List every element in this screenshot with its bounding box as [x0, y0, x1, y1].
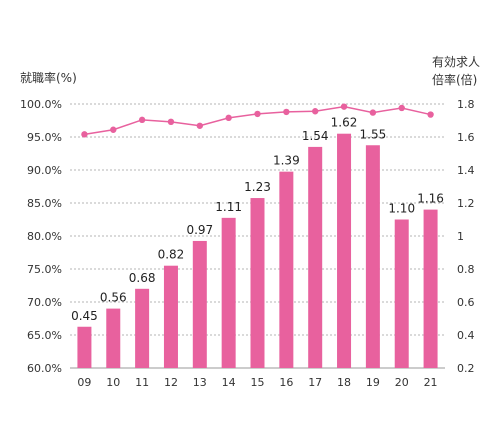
- bar: [423, 209, 438, 368]
- bar: [106, 308, 121, 368]
- line-point: [311, 108, 319, 115]
- bar-data-label: 1.62: [331, 116, 358, 130]
- x-tick-label: 13: [193, 376, 207, 389]
- x-tick-label: 12: [164, 376, 178, 389]
- left-tick-label: 100.0%: [20, 98, 62, 111]
- line-point: [254, 110, 261, 118]
- x-tick-label: 11: [135, 376, 149, 389]
- line-point: [81, 131, 88, 138]
- x-tick-label: 14: [222, 376, 236, 389]
- line-point: [138, 116, 146, 124]
- right-tick-label: 1: [457, 230, 464, 243]
- bar-data-label: 0.68: [129, 271, 156, 285]
- line-point: [167, 118, 175, 126]
- bar-data-label: 1.55: [360, 127, 387, 141]
- right-axis-title-line1: 有効求人: [432, 54, 480, 69]
- right-tick-label: 1.8: [457, 98, 475, 111]
- right-tick-label: 0.6: [457, 296, 475, 309]
- line-point: [369, 109, 377, 116]
- right-tick-label: 0.8: [457, 263, 475, 276]
- bar-data-label: 0.97: [186, 223, 213, 237]
- left-tick-label: 60.0%: [27, 362, 62, 375]
- bar: [163, 265, 178, 368]
- bar-data-label: 1.23: [244, 180, 271, 194]
- right-tick-label: 1.2: [457, 197, 475, 210]
- x-tick-label: 17: [308, 376, 322, 389]
- line-series: [81, 103, 434, 138]
- bar-series: [77, 133, 438, 368]
- line-point: [196, 122, 204, 129]
- right-tick-label: 1.4: [457, 164, 475, 177]
- bar: [135, 288, 150, 368]
- right-tick-label: 1.6: [457, 131, 475, 144]
- bar-data-label: 0.56: [100, 291, 127, 305]
- bar-data-label: 1.39: [273, 154, 300, 168]
- bar: [77, 326, 92, 368]
- bar: [279, 171, 294, 368]
- bar-data-label: 1.11: [215, 200, 242, 214]
- bar: [250, 198, 265, 368]
- bar-data-label: 0.45: [71, 309, 98, 323]
- right-axis-title-line2: 倍率(倍): [432, 72, 477, 87]
- left-tick-label: 75.0%: [27, 263, 62, 276]
- line-point: [283, 108, 290, 116]
- x-tick-label: 15: [251, 376, 265, 389]
- bar-data-label: 1.10: [388, 202, 415, 216]
- bar-data-label: 1.16: [417, 192, 444, 206]
- right-tick-label: 0.4: [457, 329, 475, 342]
- line-point: [427, 111, 434, 118]
- left-tick-label: 80.0%: [27, 230, 62, 243]
- line-point: [225, 114, 232, 122]
- axis-ticks: 100.0% 95.0% 90.0% 85.0% 80.0% 75.0% 70.0% 65.0…: [20, 98, 474, 389]
- x-tick-label: 09: [77, 376, 91, 389]
- left-tick-label: 95.0%: [27, 131, 62, 144]
- x-tick-label: 19: [366, 376, 380, 389]
- bar: [192, 240, 207, 368]
- left-tick-label: 90.0%: [27, 164, 62, 177]
- bar: [308, 146, 323, 368]
- left-tick-label: 65.0%: [27, 329, 62, 342]
- bar: [365, 145, 380, 368]
- bar: [221, 217, 236, 368]
- left-axis-title: 就職率(%): [20, 70, 77, 85]
- line-point: [398, 104, 405, 112]
- x-tick-label: 18: [337, 376, 351, 389]
- data-labels: 0.450.560.680.820.971.111.231.391.541.62…: [71, 116, 444, 323]
- x-tick-label: 16: [279, 376, 293, 389]
- x-tick-label: 21: [424, 376, 438, 389]
- left-tick-label: 85.0%: [27, 197, 62, 210]
- left-tick-label: 70.0%: [27, 296, 62, 309]
- right-tick-label: 0.2: [457, 362, 475, 375]
- line-point: [110, 126, 117, 133]
- x-tick-label: 10: [106, 376, 120, 389]
- bar: [337, 133, 352, 368]
- bar-data-label: 1.54: [302, 129, 329, 143]
- bar: [394, 219, 409, 368]
- line-point: [340, 103, 348, 110]
- x-tick-label: 20: [395, 376, 409, 389]
- bar-data-label: 0.82: [158, 248, 185, 262]
